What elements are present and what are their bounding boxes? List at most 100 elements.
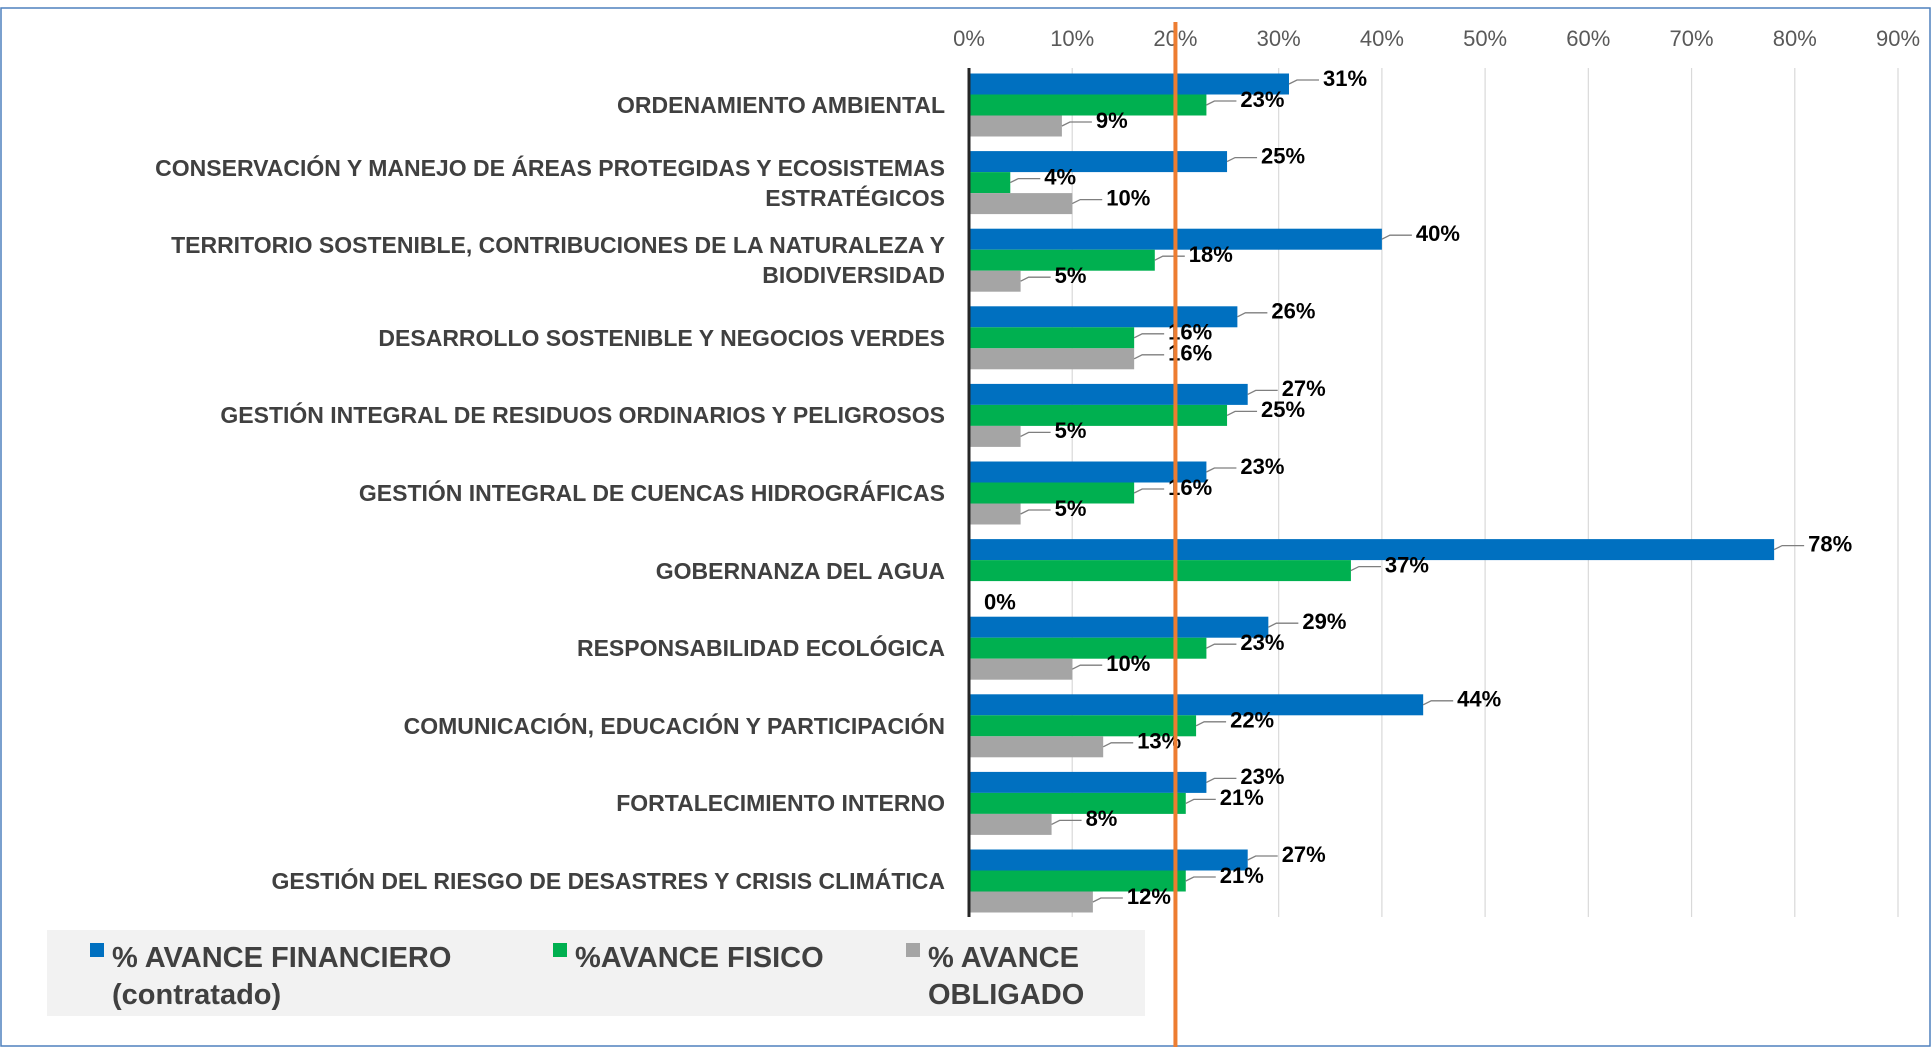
- bar: [969, 348, 1135, 370]
- leader-line: [1133, 354, 1165, 360]
- leader-line: [1247, 389, 1278, 395]
- legend-label: %AVANCE FISICO: [575, 942, 824, 974]
- bar: [969, 425, 1021, 447]
- category-label: DESARROLLO SOSTENIBLE Y NEGOCIOS VERDES: [378, 324, 945, 351]
- legend-swatch: [90, 943, 104, 957]
- data-label: 8%: [1086, 806, 1118, 831]
- data-label: 25%: [1261, 143, 1305, 168]
- data-label: 29%: [1302, 609, 1346, 634]
- leader-line: [1133, 333, 1165, 339]
- category-label: TERRITORIO SOSTENIBLE, CONTRIBUCIONES DE…: [171, 232, 945, 289]
- bar: [969, 73, 1289, 95]
- leader-line: [1206, 777, 1237, 783]
- data-label: 23%: [1240, 87, 1284, 112]
- data-label: 27%: [1282, 376, 1326, 401]
- bar: [969, 771, 1207, 793]
- leader-line: [1154, 255, 1185, 261]
- legend-swatch: [553, 943, 567, 957]
- leader-line: [1185, 876, 1216, 882]
- category-label: FORTALECIMIENTO INTERNO: [616, 790, 945, 817]
- leader-line: [1237, 312, 1268, 318]
- frame: [0, 7, 1931, 1047]
- leader-line: [1206, 467, 1237, 473]
- x-tick-label: 60%: [1566, 26, 1610, 51]
- category-label: GESTIÓN INTEGRAL DE RESIDUOS ORDINARIOS …: [220, 402, 945, 429]
- bar: [969, 891, 1093, 913]
- data-label: 5%: [1055, 418, 1087, 443]
- bar: [969, 482, 1135, 504]
- data-label: 26%: [1271, 299, 1315, 324]
- bar: [969, 637, 1207, 659]
- bar: [969, 870, 1186, 892]
- leader-line: [1226, 156, 1258, 163]
- leader-line: [1061, 121, 1092, 127]
- bar: [969, 792, 1186, 814]
- legend-swatch: [906, 943, 920, 957]
- bar: [969, 503, 1021, 525]
- data-label: 23%: [1240, 454, 1284, 479]
- data-label: 10%: [1106, 185, 1150, 210]
- category-label: ORDENAMIENTO AMBIENTAL: [617, 92, 945, 118]
- bar: [969, 404, 1228, 426]
- leader-line: [1226, 410, 1258, 416]
- data-label: 9%: [1096, 108, 1128, 133]
- bar: [969, 560, 1351, 582]
- data-label: 22%: [1230, 708, 1274, 733]
- bar: [969, 151, 1228, 173]
- data-label: 21%: [1220, 863, 1264, 888]
- leader-line: [1773, 544, 1805, 551]
- data-label: 23%: [1240, 764, 1284, 789]
- data-label: 5%: [1055, 263, 1087, 288]
- leader-line: [1020, 276, 1051, 282]
- data-label: 21%: [1220, 785, 1264, 810]
- x-tick-label: 0%: [953, 26, 985, 51]
- leader-line: [1102, 742, 1134, 748]
- bar: [969, 736, 1104, 758]
- bar: [969, 658, 1073, 680]
- leader-line: [1020, 509, 1051, 515]
- data-label: 10%: [1106, 651, 1150, 676]
- bar: [969, 694, 1424, 716]
- category-label: CONSERVACIÓN Y MANEJO DE ÁREAS PROTEGIDA…: [155, 154, 945, 211]
- bar: [969, 539, 1775, 561]
- leader-line: [1020, 431, 1051, 437]
- bar: [969, 115, 1062, 137]
- data-label: 27%: [1282, 842, 1326, 867]
- leader-line: [1071, 198, 1103, 205]
- leader-line: [1071, 664, 1103, 670]
- leader-line: [1381, 234, 1412, 240]
- bar: [969, 94, 1207, 116]
- x-tick-label: 30%: [1257, 26, 1301, 51]
- bar: [969, 306, 1238, 328]
- data-label: 18%: [1189, 242, 1233, 267]
- x-tick-label: 40%: [1360, 26, 1404, 51]
- leader-line: [1206, 100, 1237, 106]
- legend-label: % AVANCE FINANCIERO (contratado): [112, 942, 452, 1011]
- bar: [969, 383, 1248, 405]
- data-label: 23%: [1240, 630, 1284, 655]
- bar: [969, 249, 1155, 271]
- leader-line: [1051, 819, 1082, 825]
- bar: [969, 270, 1021, 292]
- bar: [969, 715, 1197, 737]
- x-tick-label: 80%: [1773, 26, 1817, 51]
- leader-line: [1268, 622, 1299, 628]
- category-label: COMUNICACIÓN, EDUCACIÓN Y PARTICIPACIÓN: [403, 712, 945, 739]
- data-label: 25%: [1261, 397, 1305, 422]
- legend: % AVANCE FINANCIERO (contratado) %AVANCE …: [47, 930, 1145, 1016]
- data-label: 5%: [1055, 496, 1087, 521]
- x-tick-label: 70%: [1670, 26, 1714, 51]
- data-label: 12%: [1127, 884, 1171, 909]
- leader-line: [1247, 855, 1278, 861]
- leader-line: [1185, 798, 1216, 804]
- legend-label: % AVANCE OBLIGADO: [928, 942, 1085, 1011]
- category-label: GESTIÓN INTEGRAL DE CUENCAS HIDROGRÁFICA…: [358, 480, 945, 506]
- category-label: RESPONSABILIDAD ECOLÓGICA: [576, 635, 945, 662]
- data-label: 0%: [984, 589, 1016, 614]
- category-label: GESTIÓN DEL RIESGO DE DESASTRES Y CRISIS…: [271, 868, 946, 894]
- data-label: 31%: [1323, 66, 1367, 91]
- leader-line: [1422, 700, 1454, 706]
- category-label: GOBERNANZA DEL AGUA: [655, 557, 945, 584]
